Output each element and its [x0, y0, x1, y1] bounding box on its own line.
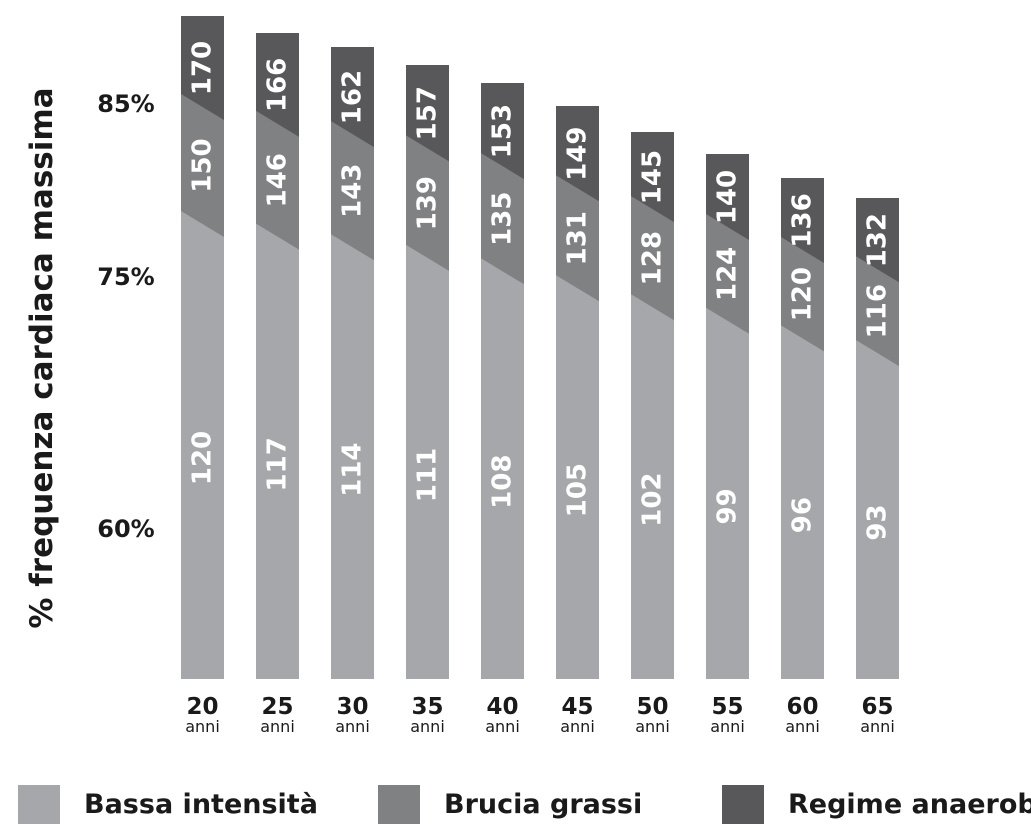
data-label-low: 102 — [638, 472, 668, 526]
y-tick-60: 60% — [97, 515, 154, 543]
data-label-anaerobic: 162 — [338, 70, 368, 124]
data-label-anaerobic: 140 — [713, 170, 743, 224]
y-tick-75: 75% — [97, 263, 154, 291]
data-label-anaerobic: 153 — [488, 104, 518, 158]
bar-segment-low — [481, 258, 524, 679]
x-tick-unit: anni — [410, 717, 445, 736]
x-tick-label: 60 — [786, 694, 818, 720]
legend-swatch-low — [18, 785, 60, 824]
data-label-anaerobic: 136 — [788, 193, 818, 247]
data-label-fatburn: 150 — [188, 138, 218, 192]
data-label-low: 99 — [713, 488, 743, 524]
x-tick-unit: anni — [560, 717, 595, 736]
data-label-low: 117 — [263, 437, 293, 491]
x-tick-unit: anni — [785, 717, 820, 736]
data-label-fatburn: 143 — [338, 164, 368, 218]
legend-item-low: Bassa intensità — [18, 785, 318, 824]
heart-rate-chart: % frequenza cardiaca massima 85% 75% 60%… — [24, 16, 899, 736]
legend-swatch-anaerobic — [722, 785, 764, 824]
x-tick-label: 25 — [261, 694, 293, 720]
data-label-fatburn: 146 — [263, 153, 293, 207]
x-tick-unit: anni — [485, 717, 520, 736]
data-label-anaerobic: 166 — [263, 58, 293, 112]
x-tick-unit: anni — [335, 717, 370, 736]
x-tick-unit: anni — [710, 717, 745, 736]
x-tick-label: 30 — [336, 694, 368, 720]
legend-item-fatburn: Brucia grassi — [378, 785, 642, 824]
data-label-low: 105 — [563, 463, 593, 517]
legend-label-anaerobic: Regime anaerobico — [788, 789, 1031, 820]
data-label-fatburn: 131 — [563, 211, 593, 265]
bar-segment-low — [406, 244, 449, 680]
x-tick-label: 55 — [711, 694, 743, 720]
x-tick-label: 65 — [861, 694, 893, 720]
data-label-fatburn: 135 — [488, 192, 518, 246]
data-label-anaerobic: 157 — [413, 86, 443, 140]
data-label-fatburn: 124 — [713, 247, 743, 301]
data-label-low: 120 — [188, 431, 218, 485]
bar-segment-low — [856, 340, 899, 679]
legend-item-anaerobic: Regime anaerobico — [722, 785, 1031, 824]
data-label-low: 96 — [788, 497, 818, 533]
data-label-anaerobic: 145 — [638, 150, 668, 204]
x-tick-label: 45 — [561, 694, 593, 720]
data-label-fatburn: 139 — [413, 176, 443, 230]
bar-segment-low — [181, 211, 224, 679]
legend-label-low: Bassa intensità — [84, 789, 318, 820]
data-label-fatburn: 120 — [788, 267, 818, 321]
x-tick-unit: anni — [860, 717, 895, 736]
x-tick-unit: anni — [260, 717, 295, 736]
x-tick-label: 40 — [486, 694, 518, 720]
data-label-low: 108 — [488, 455, 518, 509]
bar-segment-low — [256, 223, 299, 679]
bar-segment-low — [556, 275, 599, 679]
x-tick-label: 35 — [411, 694, 443, 720]
x-tick-unit: anni — [635, 717, 670, 736]
bar-segment-low — [631, 294, 674, 679]
bar-segment-low — [706, 307, 749, 679]
data-label-anaerobic: 132 — [863, 213, 893, 267]
data-label-low: 93 — [863, 504, 893, 540]
data-label-low: 111 — [413, 448, 443, 502]
x-tick-unit: anni — [185, 717, 220, 736]
legend-swatch-fatburn — [378, 785, 420, 824]
bar-segment-low — [781, 325, 824, 679]
legend-label-fatburn: Brucia grassi — [444, 789, 643, 820]
y-tick-85: 85% — [97, 90, 154, 118]
data-label-low: 114 — [338, 442, 368, 496]
y-axis-label: % frequenza cardiaca massima — [24, 87, 60, 628]
x-tick-label: 20 — [186, 694, 218, 720]
data-label-fatburn: 116 — [863, 284, 893, 338]
data-label-fatburn: 128 — [638, 231, 668, 285]
data-label-anaerobic: 149 — [563, 126, 593, 180]
data-label-anaerobic: 170 — [188, 41, 218, 95]
x-tick-label: 50 — [636, 694, 668, 720]
bar-segment-low — [331, 234, 374, 679]
